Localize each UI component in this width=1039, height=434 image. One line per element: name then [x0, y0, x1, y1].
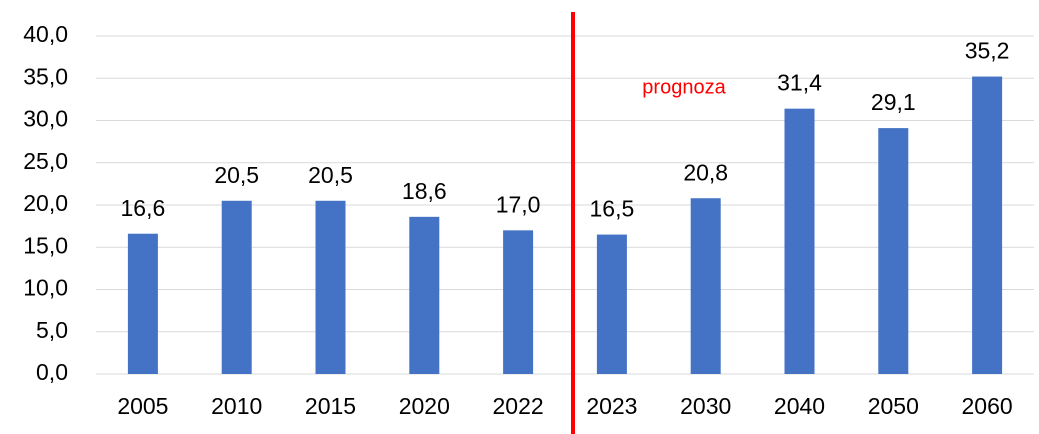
y-tick-label: 5,0: [36, 317, 68, 343]
value-label: 35,2: [965, 38, 1010, 64]
x-tick-label: 2050: [868, 393, 919, 419]
x-tick-label: 2060: [962, 393, 1013, 419]
bar: [315, 200, 346, 374]
x-tick-label: 2023: [586, 393, 637, 419]
bar: [972, 76, 1003, 374]
y-tick-label: 30,0: [23, 106, 68, 132]
annotation: prognoza: [642, 76, 726, 98]
value-label: 18,6: [402, 178, 447, 204]
y-tick-label: 15,0: [23, 232, 68, 258]
y-tick-label: 40,0: [23, 21, 68, 47]
bar: [596, 234, 627, 374]
bar: [409, 216, 440, 374]
y-tick-label: 35,0: [23, 63, 68, 89]
x-tick-label: 2040: [774, 393, 825, 419]
y-tick-label: 20,0: [23, 190, 68, 216]
bar: [878, 128, 909, 374]
y-tick-label: 0,0: [36, 359, 68, 385]
value-label: 20,5: [214, 162, 259, 188]
value-label: 20,8: [683, 159, 728, 185]
bar: [127, 233, 158, 374]
x-tick-label: 2030: [680, 393, 731, 419]
bar: [221, 200, 252, 374]
x-tick-label: 2015: [305, 393, 356, 419]
x-tick-label: 2022: [493, 393, 544, 419]
bar: [690, 198, 721, 374]
value-label: 17,0: [496, 191, 541, 217]
value-label: 20,5: [308, 162, 353, 188]
bar: [784, 108, 815, 375]
x-tick-label: 2010: [211, 393, 262, 419]
value-label: 16,5: [590, 196, 635, 222]
y-tick-label: 10,0: [23, 275, 68, 301]
x-tick-label: 2005: [117, 393, 168, 419]
value-label: 16,6: [121, 195, 166, 221]
y-tick-label: 25,0: [23, 148, 68, 174]
bar: [503, 230, 534, 374]
value-label: 31,4: [777, 70, 822, 96]
value-label: 29,1: [871, 89, 916, 115]
x-tick-label: 2020: [399, 393, 450, 419]
